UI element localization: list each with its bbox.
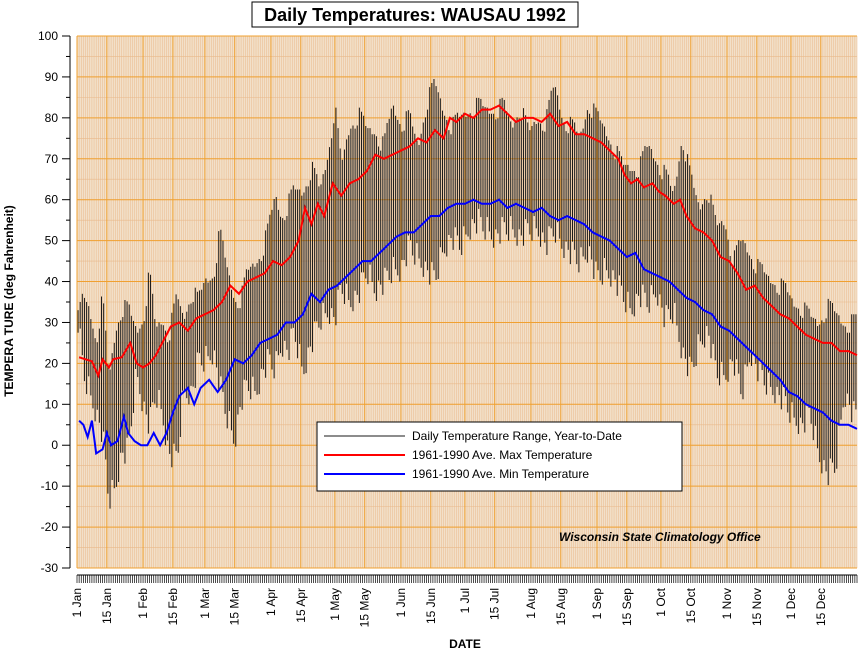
series-ave-min-line: [78, 198, 858, 456]
chart-title: Daily Temperatures: WAUSAU 1992: [264, 5, 566, 25]
y-tick-label: 40: [45, 275, 59, 289]
x-tick-label: 1 Mar: [198, 588, 212, 619]
title-box: [251, 1, 579, 28]
x-tick-label: 1 Oct: [654, 587, 668, 616]
legend-entry-range: Daily Temperature Range, Year-to-Date: [412, 429, 622, 443]
y-tick-label: 90: [45, 70, 59, 84]
y-axis-title: TEMPERA TURE (deg Fahrenheit): [2, 205, 16, 397]
y-tick-label: -10: [41, 479, 59, 493]
x-tick-label: 1 Sep: [590, 588, 604, 620]
x-tick-label: 15 Nov: [750, 588, 764, 626]
x-axis-title: DATE: [449, 637, 481, 651]
x-tick-label: 15 Dec: [814, 588, 828, 626]
y-tick-label: 50: [45, 234, 59, 248]
series-daily-range: [77, 78, 857, 509]
y-tick-label: -20: [41, 520, 59, 534]
x-tick-label: 1 Feb: [136, 588, 150, 619]
x-tick-label: 15 Apr: [294, 588, 308, 623]
x-axis-ticks: 1 Jan 15 Jan 1 Feb 15 Feb 1 Mar 15 Mar 1 Apr 15…: [70, 575, 858, 627]
y-tick-label: 10: [45, 397, 59, 411]
x-tick-label: 15 Jun: [424, 588, 438, 624]
y-tick-label: 100: [38, 29, 58, 43]
x-tick-label: 1 Nov: [720, 588, 734, 619]
y-tick-label: -30: [41, 561, 59, 575]
x-tick-label: 15 Oct: [684, 587, 698, 623]
x-tick-label: 1 May: [328, 588, 342, 621]
y-tick-label: 70: [45, 152, 59, 166]
x-tick-label: 1 Jun: [394, 588, 408, 617]
grid-major: [76, 35, 857, 569]
x-tick-label: 15 Aug: [554, 588, 568, 625]
x-tick-label: 1 Apr: [264, 588, 278, 616]
legend-box: [316, 421, 683, 492]
legend-entry-max: 1961-1990 Ave. Max Temperature: [412, 448, 593, 462]
x-tick-label: 15 Feb: [166, 588, 180, 626]
x-tick-label: 1 Jan: [70, 588, 84, 617]
y-tick-label: 80: [45, 111, 59, 125]
x-tick-label: 15 Jan: [100, 588, 114, 624]
series-ave-max-line: [78, 104, 858, 379]
y-tick-label: 20: [45, 356, 59, 370]
x-tick-label: 15 May: [358, 588, 372, 627]
x-tick-label: 15 Sep: [620, 588, 634, 626]
x-tick-label: 15 Jul: [488, 588, 502, 620]
x-tick-label: 1 Dec: [784, 588, 798, 619]
y-tick-label: 0: [51, 438, 58, 452]
y-tick-label: 30: [45, 315, 59, 329]
y-tick-label: 60: [45, 193, 59, 207]
x-tick-label: 1 Aug: [524, 588, 538, 619]
x-tick-label: 1 Jul: [458, 588, 472, 613]
x-tick-label: 15 Mar: [228, 588, 242, 625]
legend-entry-min: 1961-1990 Ave. Min Temperature: [412, 467, 589, 481]
legend: Daily Temperature Range, Year-to-Date 19…: [316, 421, 683, 492]
y-axis-ticks: -30 -20 -10 0 10 20 30 40 50 60 70 80 90 100: [38, 29, 70, 575]
credit-annotation: Wisconsin State Climatology Office: [559, 530, 761, 544]
